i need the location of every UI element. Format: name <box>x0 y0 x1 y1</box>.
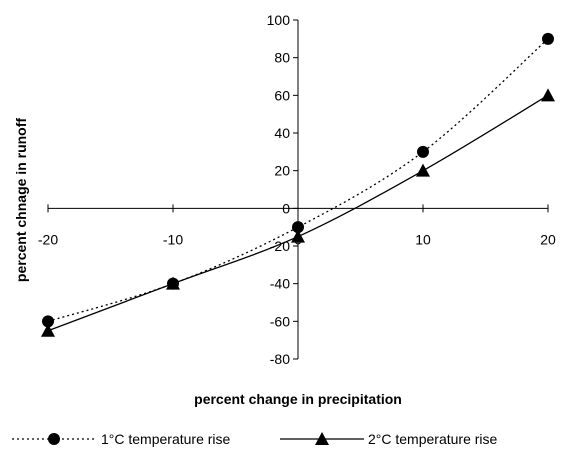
data-point <box>542 32 554 45</box>
y-tick-label: -60 <box>270 313 290 329</box>
data-point <box>291 229 305 243</box>
x-tick-label: 10 <box>415 231 431 247</box>
y-tick-label: 0 <box>282 200 290 216</box>
y-tick-label: 60 <box>274 87 290 103</box>
x-tick-label: -10 <box>163 231 183 247</box>
data-point <box>166 276 180 290</box>
legend-entry-1: 1°C temperature rise <box>12 431 231 447</box>
y-tick-label: 40 <box>274 125 290 141</box>
legend: 1°C temperature rise 2°C temperature ris… <box>12 431 498 447</box>
series-1 <box>42 32 554 328</box>
data-point <box>41 323 55 337</box>
x-axis-title: percent change in precipitation <box>194 391 402 407</box>
series-2 <box>41 88 555 337</box>
y-axis-title: percent chnage in runoff <box>13 118 29 282</box>
series-line-1 <box>47 38 549 322</box>
y-tick-label: -40 <box>270 276 290 292</box>
y-tick-label: 100 <box>267 12 291 28</box>
data-point <box>541 88 555 102</box>
y-tick-label: 80 <box>274 50 290 66</box>
axes: -20-1001020100806040200-20-40-60-80 <box>38 12 556 367</box>
legend-entry-2: 2°C temperature rise <box>280 431 498 447</box>
y-tick-label: -20 <box>270 238 290 254</box>
legend-marker-1 <box>48 433 60 445</box>
x-tick-label: -20 <box>38 231 58 247</box>
legend-label-2: 2°C temperature rise <box>368 431 498 447</box>
data-point <box>292 221 304 234</box>
y-tick-label: -80 <box>270 351 290 367</box>
y-tick-label: 20 <box>274 163 290 179</box>
x-tick-label: 20 <box>540 231 556 247</box>
series-layer <box>41 32 555 337</box>
legend-marker-2 <box>315 432 329 445</box>
data-point <box>417 145 429 158</box>
legend-label-1: 1°C temperature rise <box>101 431 231 447</box>
data-point <box>42 315 54 328</box>
data-point <box>416 163 430 177</box>
